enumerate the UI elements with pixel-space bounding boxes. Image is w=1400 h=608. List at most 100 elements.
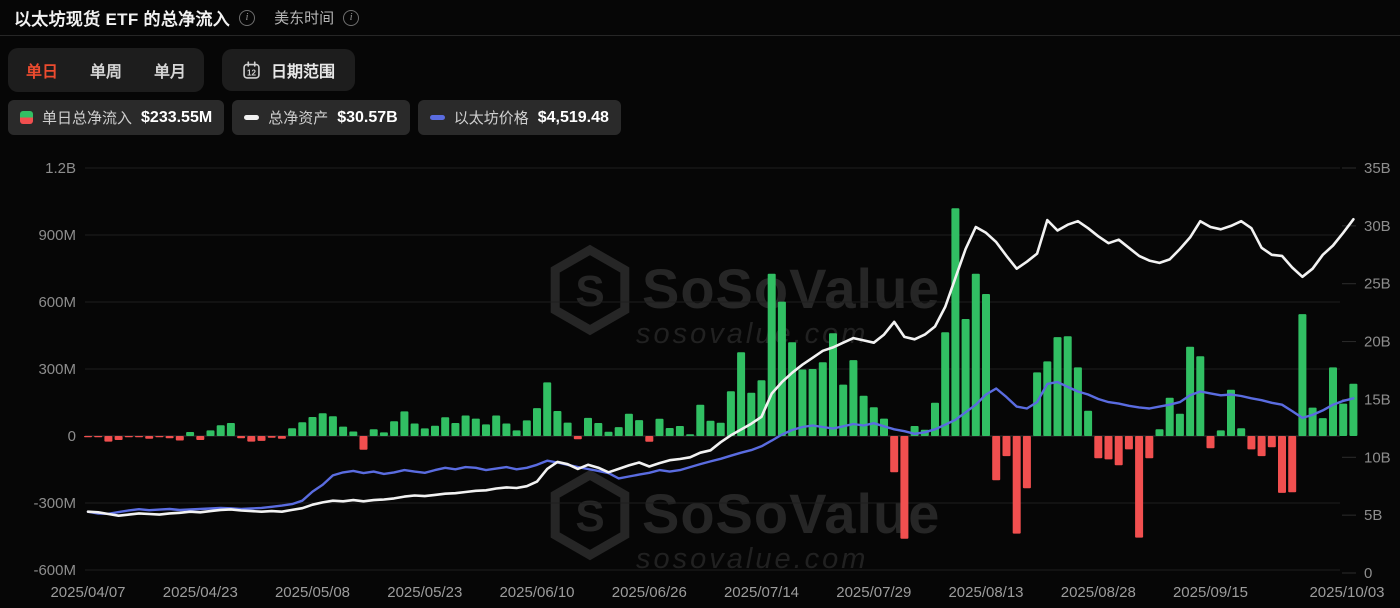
right-axis-label: 0 (1364, 565, 1372, 582)
x-axis-label: 2025/06/10 (499, 584, 574, 601)
inflow-bar (859, 395, 868, 436)
inflow-bar (971, 273, 980, 436)
inflow-bar (124, 436, 133, 438)
bar-split-icon (20, 111, 33, 124)
inflow-bar (1022, 436, 1031, 489)
left-axis-label: -300M (33, 495, 76, 512)
inflow-bar (900, 436, 909, 539)
daily-inflow-bars[interactable] (84, 208, 1358, 539)
inflow-bar (716, 422, 725, 436)
date-range-label: 日期范围 (271, 64, 336, 81)
inflow-bar (635, 420, 644, 436)
legend-value: $233.55M (141, 108, 213, 126)
inflow-bar (1339, 403, 1348, 436)
inflow-bar (1094, 436, 1103, 459)
x-axis-label: 2025/09/15 (1173, 584, 1248, 601)
inflow-bar (94, 436, 103, 438)
inflow-bar (1073, 367, 1082, 436)
inflow-bar (308, 417, 317, 436)
inflow-bar (726, 391, 735, 436)
inflow-bar (982, 294, 990, 436)
x-axis-label: 2025/04/23 (163, 584, 238, 601)
timezone-label: 美东时间 (274, 10, 335, 27)
inflow-bar (604, 431, 613, 436)
inflow-bar (798, 369, 807, 436)
blue-line-icon (429, 115, 445, 120)
inflow-bar (492, 415, 501, 436)
inflow-bar (1012, 436, 1021, 534)
inflow-bar (757, 380, 766, 436)
legend-item-eth-price[interactable]: 以太坊价格 $4,519.48 (417, 100, 621, 135)
date-range-button[interactable]: 12 日期范围 (222, 49, 356, 91)
left-axis-label: 1.2B (45, 160, 76, 177)
period-tab-group: 单日 单周 单月 (8, 48, 205, 92)
inflow-bar (1308, 407, 1317, 436)
inflow-bar (288, 428, 297, 436)
inflow-bar (379, 432, 388, 436)
inflow-bar (777, 301, 786, 436)
inflow-bar (1033, 372, 1042, 436)
legend: 单日总净流入 $233.55M 总净资产 $30.57B 以太坊价格 $4,51… (8, 100, 621, 135)
inflow-bar (1002, 436, 1011, 457)
inflow-bar (584, 417, 592, 436)
calendar-icon: 12 (243, 60, 260, 79)
timezone-info-icon[interactable]: i (343, 9, 360, 26)
right-axis-label: 15B (1364, 391, 1391, 408)
legend-item-daily-inflow[interactable]: 单日总净流入 $233.55M (8, 100, 225, 135)
inflow-bar (563, 422, 572, 436)
inflow-bar (1206, 436, 1215, 449)
inflow-bar (1186, 346, 1195, 436)
inflow-bar (829, 333, 837, 436)
inflow-bar (655, 418, 664, 436)
inflow-bar (522, 420, 531, 436)
inflow-bar (1267, 436, 1276, 448)
inflow-bar (553, 411, 562, 436)
title-info-icon[interactable]: i (239, 9, 256, 26)
inflow-bar (237, 436, 246, 439)
inflow-bar (1237, 428, 1246, 436)
inflow-bar (420, 428, 429, 436)
inflow-bar (1145, 436, 1154, 459)
legend-value: $4,519.48 (537, 108, 609, 126)
tab-daily[interactable]: 单日 (26, 64, 59, 81)
inflow-bar (573, 436, 582, 440)
left-axis-label: -600M (33, 562, 76, 579)
inflow-bar (196, 436, 205, 440)
inflow-bar (175, 436, 184, 441)
inflow-bar (890, 436, 899, 473)
left-axis-label: 300M (38, 361, 76, 378)
inflow-bar (369, 429, 378, 436)
inflow-bar (747, 392, 756, 436)
svg-text:sosovalue.com: sosovalue.com (636, 318, 868, 350)
inflow-bar (1124, 436, 1133, 450)
left-axis-label: 600M (38, 294, 76, 311)
inflow-bar (992, 436, 1001, 481)
tab-weekly[interactable]: 单周 (90, 64, 123, 81)
inflow-bar (84, 436, 92, 438)
white-line-icon (244, 115, 260, 120)
legend-value: $30.57B (337, 108, 398, 126)
right-axis-label: 30B (1364, 218, 1391, 235)
inflow-bar (645, 436, 654, 442)
inflow-bar (145, 436, 154, 439)
inflow-bar (349, 431, 358, 436)
left-axis-label: 0 (68, 428, 76, 445)
inflow-bar (941, 332, 950, 436)
inflow-bar (410, 423, 419, 436)
right-axis-label: 20B (1364, 334, 1391, 351)
chart-header: 以太坊现货 ETF 的总净流入 i 美东时间 i (0, 0, 1400, 35)
tab-monthly[interactable]: 单月 (154, 64, 187, 81)
inflow-bar (206, 430, 215, 436)
inflow-bar (869, 407, 878, 436)
inflow-bar (533, 408, 541, 436)
legend-item-net-assets[interactable]: 总净资产 $30.57B (232, 100, 410, 135)
x-axis-label: 2025/10/03 (1309, 584, 1384, 601)
legend-label: 总净资产 (268, 110, 329, 127)
inflow-bar (1165, 397, 1174, 436)
right-axis-label: 10B (1364, 449, 1391, 466)
inflow-bar (1135, 436, 1144, 538)
inflow-bar (594, 423, 603, 436)
